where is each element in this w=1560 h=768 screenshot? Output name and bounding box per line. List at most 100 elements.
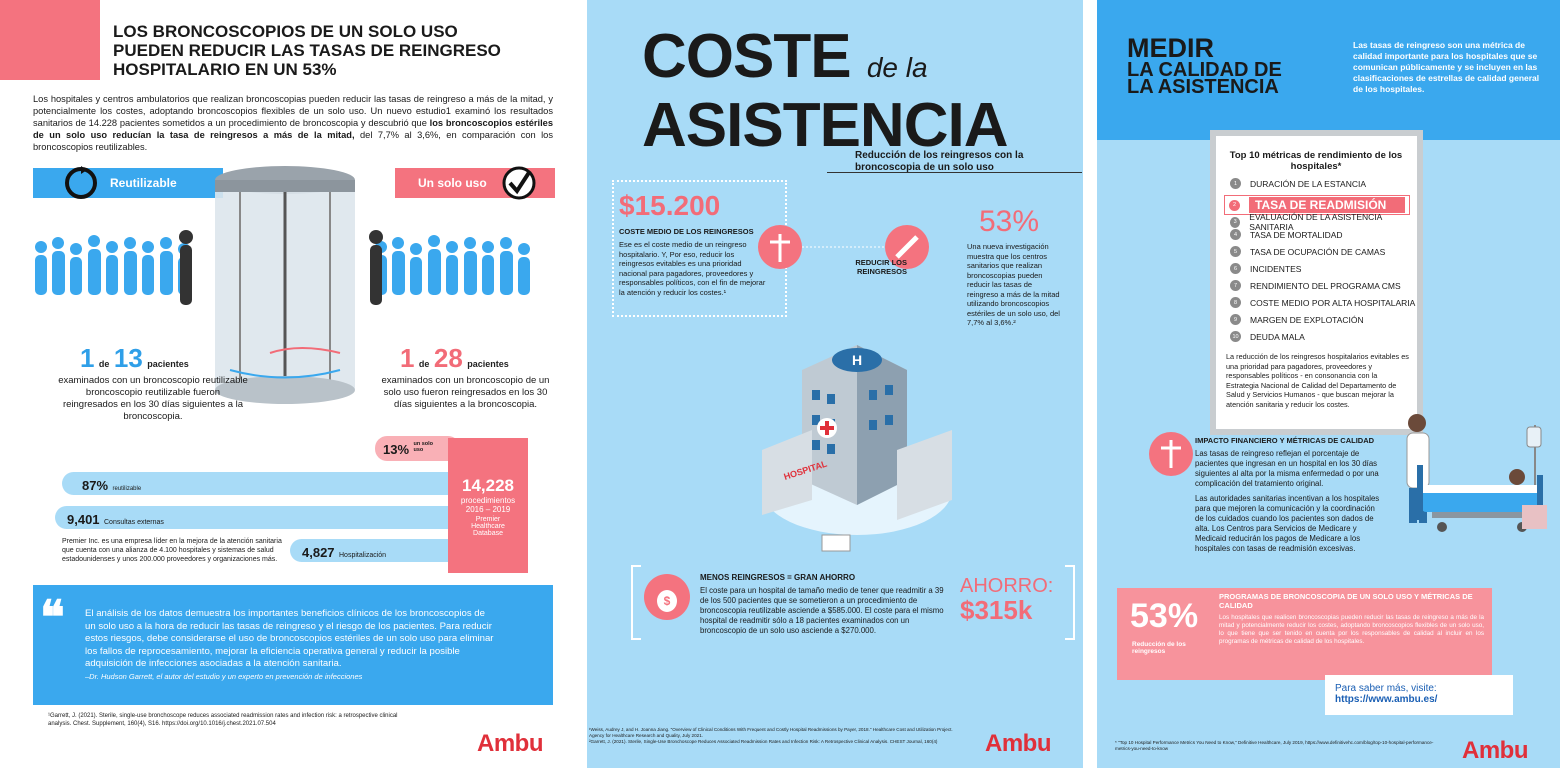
footnotes: ¹Weiss, Audrey J, and H. Joanna Jiang. "…	[589, 727, 969, 745]
metric-item: 10 DEUDA MALA	[1230, 331, 1305, 342]
metric-label: RENDIMIENTO DEL PROGRAMA CMS	[1250, 280, 1401, 291]
metric-label: COSTE MEDIO POR ALTA HOSPITALARIA	[1250, 297, 1416, 308]
metric-item: 9 MARGEN DE EXPLOTACIÓN	[1230, 314, 1364, 325]
intro: Las tasas de reingreso son una métrica d…	[1353, 40, 1540, 94]
list-text: La reducción de los reingresos hospitala…	[1226, 352, 1409, 409]
footnote: ¹Weiss, Audrey J, and H. Joanna Jiang. "…	[589, 727, 953, 738]
metric-number: 1	[1230, 178, 1241, 189]
intro-bold: los broncoscopios estériles de un solo u…	[33, 118, 553, 140]
total-label: procedimientos	[460, 496, 516, 505]
reduce-label: REDUCIR LOS REINGRESOS	[855, 258, 907, 276]
metric-item: 1 DURACIÓN DE LA ESTANCIA	[1230, 178, 1366, 189]
panel-quality: MEDIR LA CALIDAD DE LA ASISTENCIA Las tasa…	[1097, 0, 1560, 768]
reusable-ratio-text: examinados con un broncoscopio reutiliza…	[58, 375, 248, 422]
check-icon	[502, 166, 536, 200]
metric-label: INCIDENTES	[1250, 263, 1302, 274]
programs-pct: 53%	[1130, 597, 1199, 635]
metric-number: 3	[1230, 216, 1241, 228]
inpatient-value: 4,827	[302, 545, 335, 560]
metric-number: 9	[1230, 314, 1241, 325]
cost-text: Ese es el coste medio de un reingreso ho…	[619, 240, 766, 297]
metric-item: 8 COSTE MEDIO POR ALTA HOSPITALARIA	[1230, 297, 1415, 308]
reusable-ratio: 1 de 13 pacientes	[80, 343, 189, 374]
reuse-icon	[65, 166, 97, 199]
title-de-la: de la	[866, 52, 928, 83]
reusable-pct-label: reutilizable	[112, 486, 142, 492]
reusable-pct: 87%	[82, 478, 109, 493]
more-label: Para saber más, visite:	[1335, 683, 1437, 694]
metric-item: 6 INCIDENTES	[1230, 263, 1301, 274]
metric-item: 3 EVALUACIÓN DE LA ASISTENCIA SANITARIA	[1230, 212, 1417, 232]
metric-item: 5 TASA DE OCUPACIÓN DE CAMAS	[1230, 246, 1385, 257]
single-use-label: Un solo uso	[418, 176, 487, 190]
title-line: LA CALIDAD DE	[1127, 59, 1282, 81]
panel-readmission: LOS BRONCOSCOPIOS DE UN SOLO USO PUEDEN …	[0, 0, 555, 768]
metric-label: TASA DE OCUPACIÓN DE CAMAS	[1250, 246, 1386, 257]
programs-text: Los hospitales que realicen broncoscopia…	[1219, 614, 1484, 645]
quote-mark: ❝	[40, 590, 65, 644]
crowd-and-door	[35, 166, 530, 404]
ratio-num: 1	[400, 343, 415, 373]
total-years: 2016 – 2019	[465, 505, 511, 514]
ratio-den: 28	[433, 343, 463, 373]
more-box: Para saber más, visite: https://www.ambu.…	[1325, 675, 1513, 715]
ratio-den: 13	[113, 343, 143, 373]
premier-text: Premier Inc. es una empresa líder en la …	[62, 538, 282, 563]
metric-number: 6	[1230, 263, 1241, 274]
title: COSTE de la ASISTENCIA	[642, 26, 1008, 157]
impact-heading: IMPACTO FINANCIERO Y MÉTRICAS DE CALIDAD	[1195, 436, 1375, 445]
helipad-label: H	[852, 352, 862, 368]
metric-label: MARGEN DE EXPLOTACIÓN	[1250, 314, 1364, 325]
intro-text: del 7,7% al 3,6%, en comparación con los…	[33, 130, 553, 152]
metric-item: 4 TASA DE MORTALIDAD	[1230, 229, 1343, 240]
total-box: 14,228 procedimientos 2016 – 2019 Premie…	[448, 438, 528, 573]
title-line: MEDIR	[1127, 33, 1214, 63]
icons	[758, 225, 929, 269]
metric-label: TASA DE READMISIÓN	[1249, 197, 1405, 213]
savings-value: $315k	[960, 595, 1033, 625]
money-icon: $	[644, 574, 690, 620]
metric-label: TASA DE MORTALIDAD	[1250, 229, 1343, 240]
reusable-label: Reutilizable	[110, 176, 177, 190]
pct-value: 53%	[979, 205, 1040, 238]
cost-heading: COSTE MEDIO DE LOS REINGRESOS	[619, 227, 754, 236]
ratio-unit: pacientes	[467, 359, 509, 369]
single-ratio: 1 de 28 pacientes	[400, 343, 509, 374]
title-asistencia: ASISTENCIA	[642, 91, 1008, 160]
programs-heading: PROGRAMAS DE BRONCOSCOPIA DE UN SOLO USO…	[1219, 592, 1473, 610]
metric-label: DEUDA MALA	[1250, 331, 1305, 342]
impact-icon	[1149, 432, 1193, 476]
single-pct-pill: 13% un solo uso	[375, 436, 460, 461]
inpatient-pill: 4,827 Hospitalización	[290, 539, 460, 562]
intro: Los hospitales y centros ambulatorios qu…	[33, 93, 553, 153]
footnote: ¹Garrett, J. (2021). Sterile, single-use…	[48, 713, 398, 727]
metric-item: 7 RENDIMIENTO DEL PROGRAMA CMS	[1230, 280, 1401, 291]
quote: El análisis de los datos demuestra los i…	[85, 608, 494, 669]
metric-label: EVALUACIÓN DE LA ASISTENCIA SANITARIA	[1249, 212, 1382, 232]
subtitle: Reducción de los reingresos con la bronc…	[855, 150, 1024, 173]
reusable-banner	[33, 168, 223, 198]
savings-heading: MENOS REINGRESOS = GRAN AHORRO	[700, 573, 856, 582]
divider	[827, 172, 1082, 173]
outpatient-label: Consultas externas	[104, 519, 164, 526]
metric-number: 10	[1230, 331, 1241, 342]
single-pct-label: un solo uso	[413, 441, 434, 453]
intro-text: Los hospitales y centros ambulatorios qu…	[33, 94, 553, 128]
cost-value: $15.200	[619, 190, 721, 221]
outpatient-bar: 9,401 Consultas externas	[55, 506, 460, 529]
inpatient-label: Hospitalización	[339, 552, 387, 559]
svg-text:$: $	[664, 594, 671, 608]
ratio-num: 1	[80, 343, 95, 373]
footnote: * "Top 10 Hospital Performance Metrics Y…	[1115, 740, 1434, 751]
metric-number: 4	[1230, 229, 1241, 240]
more-url[interactable]: https://www.ambu.es/	[1335, 694, 1438, 705]
pct-text: Una nueva investigación muestra que los …	[967, 242, 1060, 327]
ratio-unit: pacientes	[147, 359, 189, 369]
metric-item: 2 TASA DE READMISIÓN	[1224, 195, 1410, 215]
metric-number: 2	[1229, 199, 1240, 211]
ambu-logo: Ambu	[1462, 737, 1529, 764]
total-source: Premier Healthcare Database	[471, 516, 505, 537]
impact-text: Las autoridades sanitarias incentivan a …	[1195, 494, 1380, 553]
metric-label: DURACIÓN DE LA ESTANCIA	[1250, 178, 1367, 189]
ratio-de: de	[418, 359, 430, 369]
